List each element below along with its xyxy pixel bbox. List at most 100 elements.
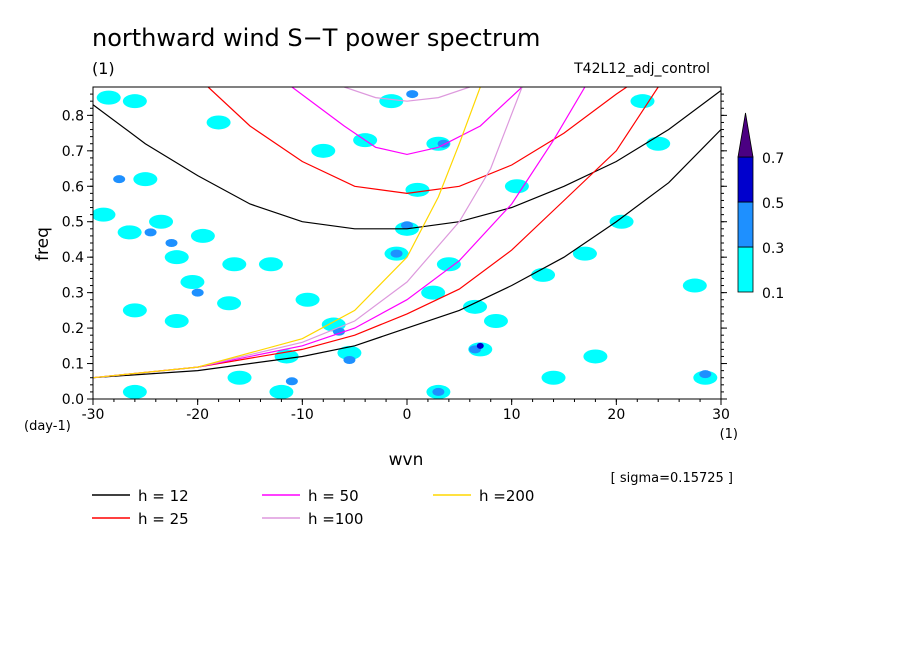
y-axis-label: freq xyxy=(33,227,53,261)
kelvin-curve-h12 xyxy=(93,129,721,379)
legend-label: h = 50 xyxy=(308,487,359,505)
shaded-region xyxy=(401,221,413,230)
shaded-region xyxy=(285,377,298,386)
shaded-region xyxy=(133,172,158,187)
shaded-region xyxy=(222,257,247,272)
x-unit-label: (1) xyxy=(720,427,738,442)
legend-label: h = 12 xyxy=(138,487,189,505)
kelvin-curve-h50 xyxy=(93,87,586,379)
shaded-region xyxy=(206,115,231,130)
run-label: T42L12_adj_control xyxy=(573,61,710,77)
y-tick-label: 0.6 xyxy=(62,179,84,195)
x-axis-label: wvn xyxy=(389,450,424,470)
shaded-region xyxy=(258,257,283,272)
y-tick-label: 0.0 xyxy=(62,392,84,408)
shaded-region xyxy=(191,288,204,297)
shaded-region xyxy=(117,225,142,240)
shaded-region xyxy=(144,228,157,237)
ig-curve-h12 xyxy=(93,90,721,230)
shaded-region xyxy=(406,90,419,99)
kelvin-curve-h200 xyxy=(93,87,481,379)
x-tick-label: -10 xyxy=(291,407,314,423)
ig-curve-h100 xyxy=(344,87,470,102)
x-tick-label: -20 xyxy=(186,407,209,423)
shaded-region xyxy=(113,175,126,184)
shaded-region xyxy=(337,345,362,360)
y-tick-label: 0.5 xyxy=(62,215,84,231)
shaded-region xyxy=(390,249,403,258)
shaded-region xyxy=(682,278,707,293)
shaded-region xyxy=(269,384,294,399)
y-tick-label: 0.3 xyxy=(62,286,84,302)
shaded-region xyxy=(421,285,446,300)
shaded-region xyxy=(149,214,174,229)
shaded-region xyxy=(164,314,189,328)
shaded-region xyxy=(531,267,556,282)
plot-content xyxy=(93,87,721,399)
shaded-region xyxy=(96,90,121,105)
shaded-region xyxy=(646,136,671,151)
shaded-region xyxy=(504,179,529,194)
y-tick-label: 0.1 xyxy=(62,357,84,373)
y-tick-label: 0.2 xyxy=(62,321,84,337)
y-tick-label: 0.7 xyxy=(62,144,84,160)
shaded-region xyxy=(483,314,508,328)
units-label: (1) xyxy=(92,59,115,78)
shaded-region xyxy=(379,94,404,109)
shaded-region xyxy=(405,182,430,197)
colorbar-swatch xyxy=(737,201,754,248)
shaded-region xyxy=(572,246,597,261)
sigma-label: [ sigma=0.15725 ] xyxy=(611,471,733,486)
x-tick-label: 20 xyxy=(607,407,625,423)
legend-label: h =200 xyxy=(479,487,534,505)
shaded-region xyxy=(699,370,712,379)
colorbar-swatch xyxy=(737,156,754,203)
x-tick-label: 10 xyxy=(503,407,521,423)
x-tick-label: 0 xyxy=(403,407,412,423)
colorbar-label: 0.1 xyxy=(762,286,784,302)
shaded-region xyxy=(122,94,147,109)
shaded-region xyxy=(165,239,178,247)
kelvin-curve-h100 xyxy=(93,87,523,379)
shaded-region xyxy=(190,228,215,243)
shaded-region xyxy=(541,370,566,385)
shaded-region xyxy=(630,94,655,109)
shaded-region xyxy=(217,296,242,311)
shaded-region xyxy=(311,143,336,158)
colorbar-label: 0.7 xyxy=(762,151,784,167)
chart-title: northward wind S−T power spectrum xyxy=(92,24,540,52)
plot-area: -30 -20 -10 0 10 20 30 0.0 0.1 0.2 0.3 0.4 0.5 0.6 0.7… xyxy=(62,86,730,423)
colorbar-swatch xyxy=(737,246,754,293)
shaded-region xyxy=(432,387,445,396)
ig-curve-h25 xyxy=(207,87,628,195)
shaded-region xyxy=(122,303,147,318)
shaded-region xyxy=(609,214,634,229)
shaded-region xyxy=(343,356,356,364)
shaded-region xyxy=(295,292,320,307)
shaded-region xyxy=(332,327,345,336)
colorbar-label: 0.3 xyxy=(762,241,784,257)
shaded-region xyxy=(463,299,488,314)
shaded-region xyxy=(93,207,116,222)
legend: h = 12 h = 25 h = 50 h =100 h =200 xyxy=(92,487,534,528)
y-tick-label: 0.8 xyxy=(62,108,84,124)
shaded-region xyxy=(436,257,461,272)
colorbar-label: 0.5 xyxy=(762,196,784,212)
x-tick-label: -30 xyxy=(82,407,105,423)
colorbar-arrow xyxy=(737,112,754,158)
kelvin-curve-h25 xyxy=(93,87,659,379)
y-unit-label: (day-1) xyxy=(24,419,71,434)
shaded-region xyxy=(180,275,205,289)
shaded-region xyxy=(476,342,484,349)
legend-label: h = 25 xyxy=(138,510,189,528)
ig-curve-h50 xyxy=(291,87,523,156)
colorbar: 0.1 0.3 0.5 0.7 xyxy=(737,112,784,302)
x-tick-label: 30 xyxy=(712,407,730,423)
shaded-region xyxy=(583,349,608,364)
y-tick-label: 0.4 xyxy=(62,250,84,266)
shaded-region xyxy=(164,250,189,265)
shaded-region xyxy=(227,370,252,385)
legend-label: h =100 xyxy=(308,510,363,528)
shaded-region xyxy=(122,384,147,399)
